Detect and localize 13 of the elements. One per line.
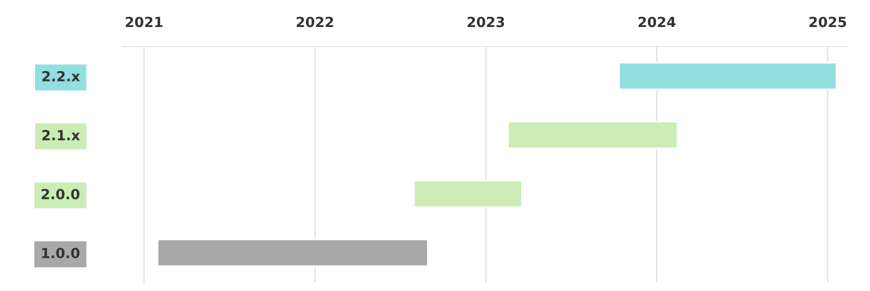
x-tick-label: 2023: [468, 16, 504, 28]
y-tick-label: 2.2.x: [42, 70, 80, 82]
y-tick-label: 2.1.x: [42, 130, 80, 140]
x-tick-label: 2024: [638, 16, 676, 28]
x-tick-label: 2021: [126, 16, 162, 28]
x-tick-label: 2025: [810, 16, 846, 28]
bar: [157, 238, 428, 267]
y-tick-label: 1.0.0: [42, 248, 80, 258]
bar: [507, 121, 678, 149]
y-tick-label: 2.0.0: [42, 188, 80, 200]
bar: [413, 180, 522, 208]
bar: [618, 62, 837, 90]
x-tick-label: 2022: [296, 16, 334, 28]
